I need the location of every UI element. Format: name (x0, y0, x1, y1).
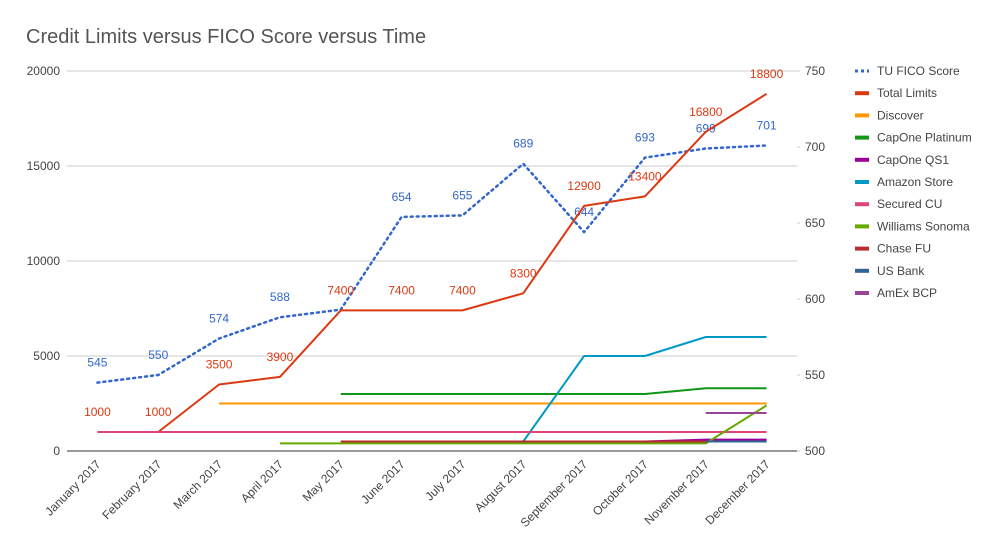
legend-label: CapOne QS1 (877, 153, 949, 167)
y2-tick-label: 600 (805, 292, 825, 306)
chart-title: Credit Limits versus FICO Score versus T… (26, 26, 426, 48)
y-tick-label: 15000 (27, 159, 61, 173)
series-line (522, 336, 767, 443)
x-tick-label: February 2017 (99, 457, 164, 522)
data-label: 7400 (327, 283, 354, 297)
legend-label: Total Limits (877, 86, 937, 100)
legend-label: Chase FU (877, 242, 931, 256)
y2-tick-label: 550 (805, 368, 825, 382)
x-tick-label: August 2017 (472, 457, 530, 515)
data-label: 1000 (84, 405, 111, 419)
y-tick-label: 5000 (33, 349, 60, 363)
series-line (279, 404, 768, 445)
data-label: 693 (635, 131, 655, 145)
y-tick-label: 10000 (27, 254, 61, 268)
data-label: 699 (696, 122, 716, 136)
legend-label: Williams Sonoma (877, 219, 970, 233)
x-tick-label: December 2017 (702, 457, 773, 528)
data-label: 18800 (750, 67, 784, 81)
x-tick-label: March 2017 (170, 457, 225, 512)
data-label: 7400 (388, 283, 415, 297)
legend-label: CapOne Platinum (877, 131, 972, 145)
data-label: 8300 (510, 266, 537, 280)
y2-tick-label: 700 (805, 140, 825, 154)
data-label: 1000 (145, 405, 172, 419)
legend-label: Secured CU (877, 197, 942, 211)
data-label: 701 (757, 118, 777, 132)
series-line (340, 387, 767, 395)
y2-tick-label: 650 (805, 216, 825, 230)
data-label: 588 (270, 290, 290, 304)
x-tick-label: April 2017 (238, 457, 286, 505)
legend-label: US Bank (877, 264, 925, 278)
legend-label: TU FICO Score (877, 64, 960, 78)
y2-tick-label: 500 (805, 444, 825, 458)
x-tick-label: July 2017 (422, 457, 468, 503)
data-label: 574 (209, 312, 229, 326)
data-label: 16800 (689, 105, 723, 119)
x-tick-label: May 2017 (300, 457, 347, 504)
data-label: 644 (574, 205, 594, 219)
data-label: 3500 (206, 358, 233, 372)
x-tick-label: January 2017 (42, 457, 104, 519)
legend-label: Discover (877, 108, 924, 122)
data-label: 7400 (449, 283, 476, 297)
series-line (97, 92, 768, 433)
legend-label: Amazon Store (877, 175, 953, 189)
x-tick-label: November 2017 (642, 457, 713, 528)
x-tick-label: June 2017 (358, 457, 408, 507)
data-label: 12900 (567, 179, 601, 193)
legend-label: AmEx BCP (877, 286, 937, 300)
data-label: 654 (392, 190, 412, 204)
x-tick-label: October 2017 (590, 457, 652, 519)
data-label: 655 (452, 188, 472, 202)
y-tick-label: 20000 (27, 64, 61, 78)
data-label: 545 (87, 356, 107, 370)
series-line (96, 144, 768, 384)
data-label: 689 (513, 137, 533, 151)
data-label: 550 (148, 348, 168, 362)
y2-tick-label: 750 (805, 64, 825, 78)
y-tick-label: 0 (53, 444, 60, 458)
data-label: 13400 (628, 169, 662, 183)
data-label: 3900 (267, 350, 294, 364)
